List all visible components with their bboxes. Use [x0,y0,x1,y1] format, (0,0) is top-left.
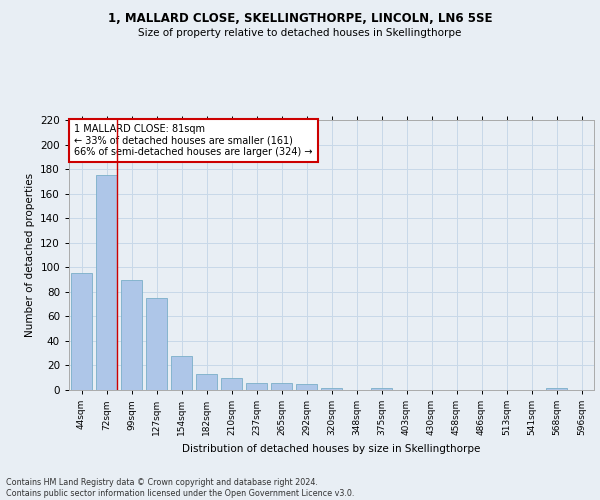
Text: 1, MALLARD CLOSE, SKELLINGTHORPE, LINCOLN, LN6 5SE: 1, MALLARD CLOSE, SKELLINGTHORPE, LINCOL… [108,12,492,26]
Bar [146,298,167,390]
Bar [546,388,567,390]
Y-axis label: Number of detached properties: Number of detached properties [25,173,35,337]
Bar [271,382,292,390]
Bar [196,374,217,390]
Bar [96,175,117,390]
Bar [371,388,392,390]
Bar [296,384,317,390]
Bar [321,388,342,390]
Bar [246,382,267,390]
Text: 1 MALLARD CLOSE: 81sqm
← 33% of detached houses are smaller (161)
66% of semi-de: 1 MALLARD CLOSE: 81sqm ← 33% of detached… [74,124,313,157]
Text: Size of property relative to detached houses in Skellingthorpe: Size of property relative to detached ho… [139,28,461,38]
X-axis label: Distribution of detached houses by size in Skellingthorpe: Distribution of detached houses by size … [182,444,481,454]
Bar [171,356,192,390]
Bar [71,274,92,390]
Text: Contains HM Land Registry data © Crown copyright and database right 2024.
Contai: Contains HM Land Registry data © Crown c… [6,478,355,498]
Bar [121,280,142,390]
Bar [221,378,242,390]
